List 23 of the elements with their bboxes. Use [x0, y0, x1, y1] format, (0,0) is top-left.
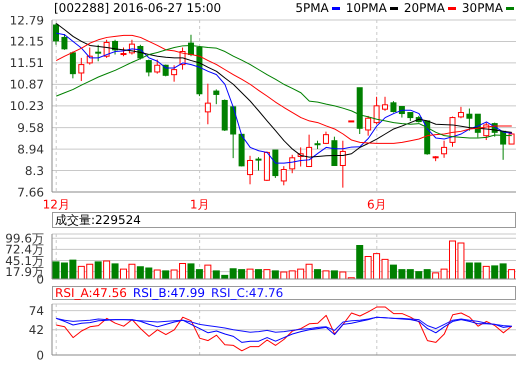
legend-label: 30PMA	[462, 1, 504, 15]
text: RSI_C:47.76	[211, 286, 284, 300]
y-tick-label: 8.94	[17, 142, 44, 156]
legend-label: 20PMA	[404, 1, 446, 15]
y-tick-label: 10.23	[10, 99, 44, 114]
y-tick-label: 0	[36, 348, 44, 362]
series-label: RSI_A:47.56	[55, 286, 127, 300]
y-tick-label: 10.87	[10, 78, 44, 92]
y-tick-label: 42	[28, 323, 44, 338]
y-tick-label: 74	[28, 304, 44, 318]
y-tick-label: 7.66	[17, 185, 44, 200]
y-tick-label: 9.58	[17, 120, 44, 135]
series-label: RSI_B:47.99	[132, 286, 206, 300]
x-tick-label: 12月	[42, 198, 70, 212]
x-tick-label: 6月	[366, 198, 387, 212]
legend-label: 10PMA	[346, 1, 388, 15]
x-tick-label: 1月	[190, 198, 210, 212]
y-tick-label: 8.3	[24, 164, 44, 178]
y-tick-label: 12.15	[10, 34, 44, 49]
legend-label: 5PMA	[295, 1, 330, 15]
chart-title: 成交量:229524	[52, 212, 516, 228]
chart-title: [002288] 2016-06-27 15:00	[54, 1, 222, 15]
y-tick-label: 11.51	[10, 56, 44, 70]
